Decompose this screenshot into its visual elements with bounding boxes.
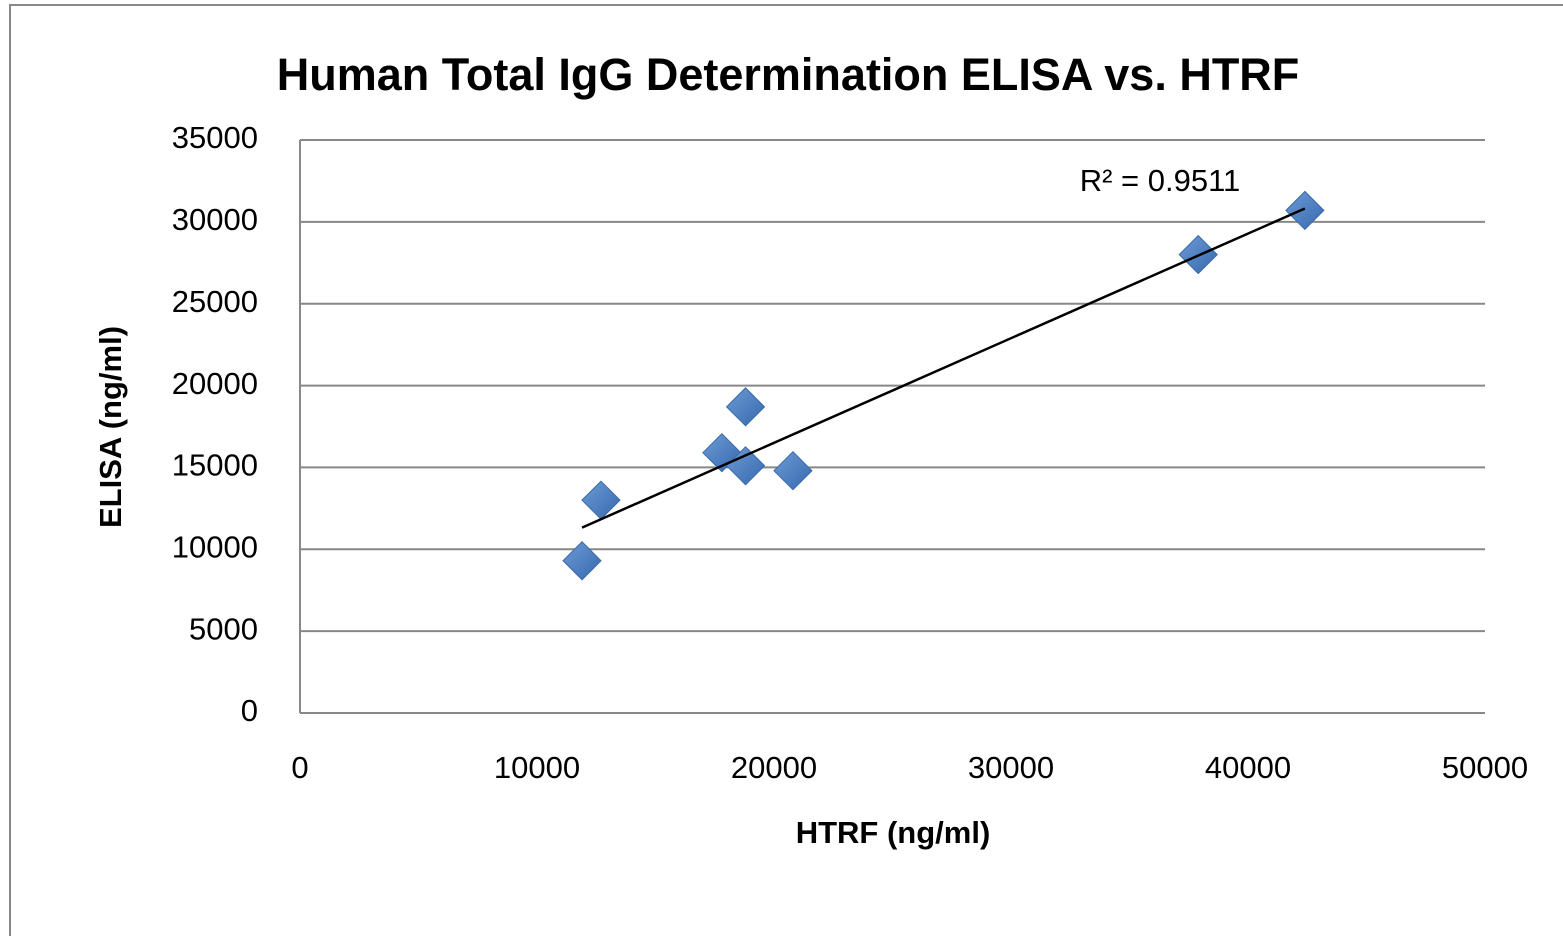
x-tick-label: 10000 bbox=[494, 750, 580, 785]
trendline-label: R² = 0.9511 bbox=[1080, 163, 1241, 198]
x-axis-title: HTRF (ng/ml) bbox=[796, 815, 991, 850]
data-point bbox=[1285, 190, 1325, 231]
y-axis-title: ELISA (ng/ml) bbox=[93, 326, 128, 528]
data-point bbox=[773, 450, 813, 491]
x-tick-label: 50000 bbox=[1442, 750, 1528, 785]
data-point bbox=[725, 387, 766, 427]
y-tick-label: 10000 bbox=[172, 529, 258, 564]
x-tick-label: 40000 bbox=[1205, 750, 1291, 785]
x-tick-label: 20000 bbox=[731, 750, 817, 785]
data-point bbox=[725, 446, 766, 486]
y-tick-label: 35000 bbox=[172, 120, 258, 155]
chart-title: Human Total IgG Determination ELISA vs. … bbox=[277, 49, 1300, 100]
x-tick-label: 0 bbox=[291, 750, 308, 785]
y-tick-label: 5000 bbox=[189, 611, 258, 646]
y-tick-label: 15000 bbox=[172, 448, 258, 483]
y-tick-label: 25000 bbox=[172, 284, 258, 319]
x-tick-label: 30000 bbox=[968, 750, 1054, 785]
trendline bbox=[581, 207, 1306, 529]
y-tick-label: 0 bbox=[241, 693, 258, 728]
data-point bbox=[562, 541, 602, 581]
y-tick-label: 30000 bbox=[172, 202, 258, 237]
y-tick-label: 20000 bbox=[172, 366, 258, 401]
